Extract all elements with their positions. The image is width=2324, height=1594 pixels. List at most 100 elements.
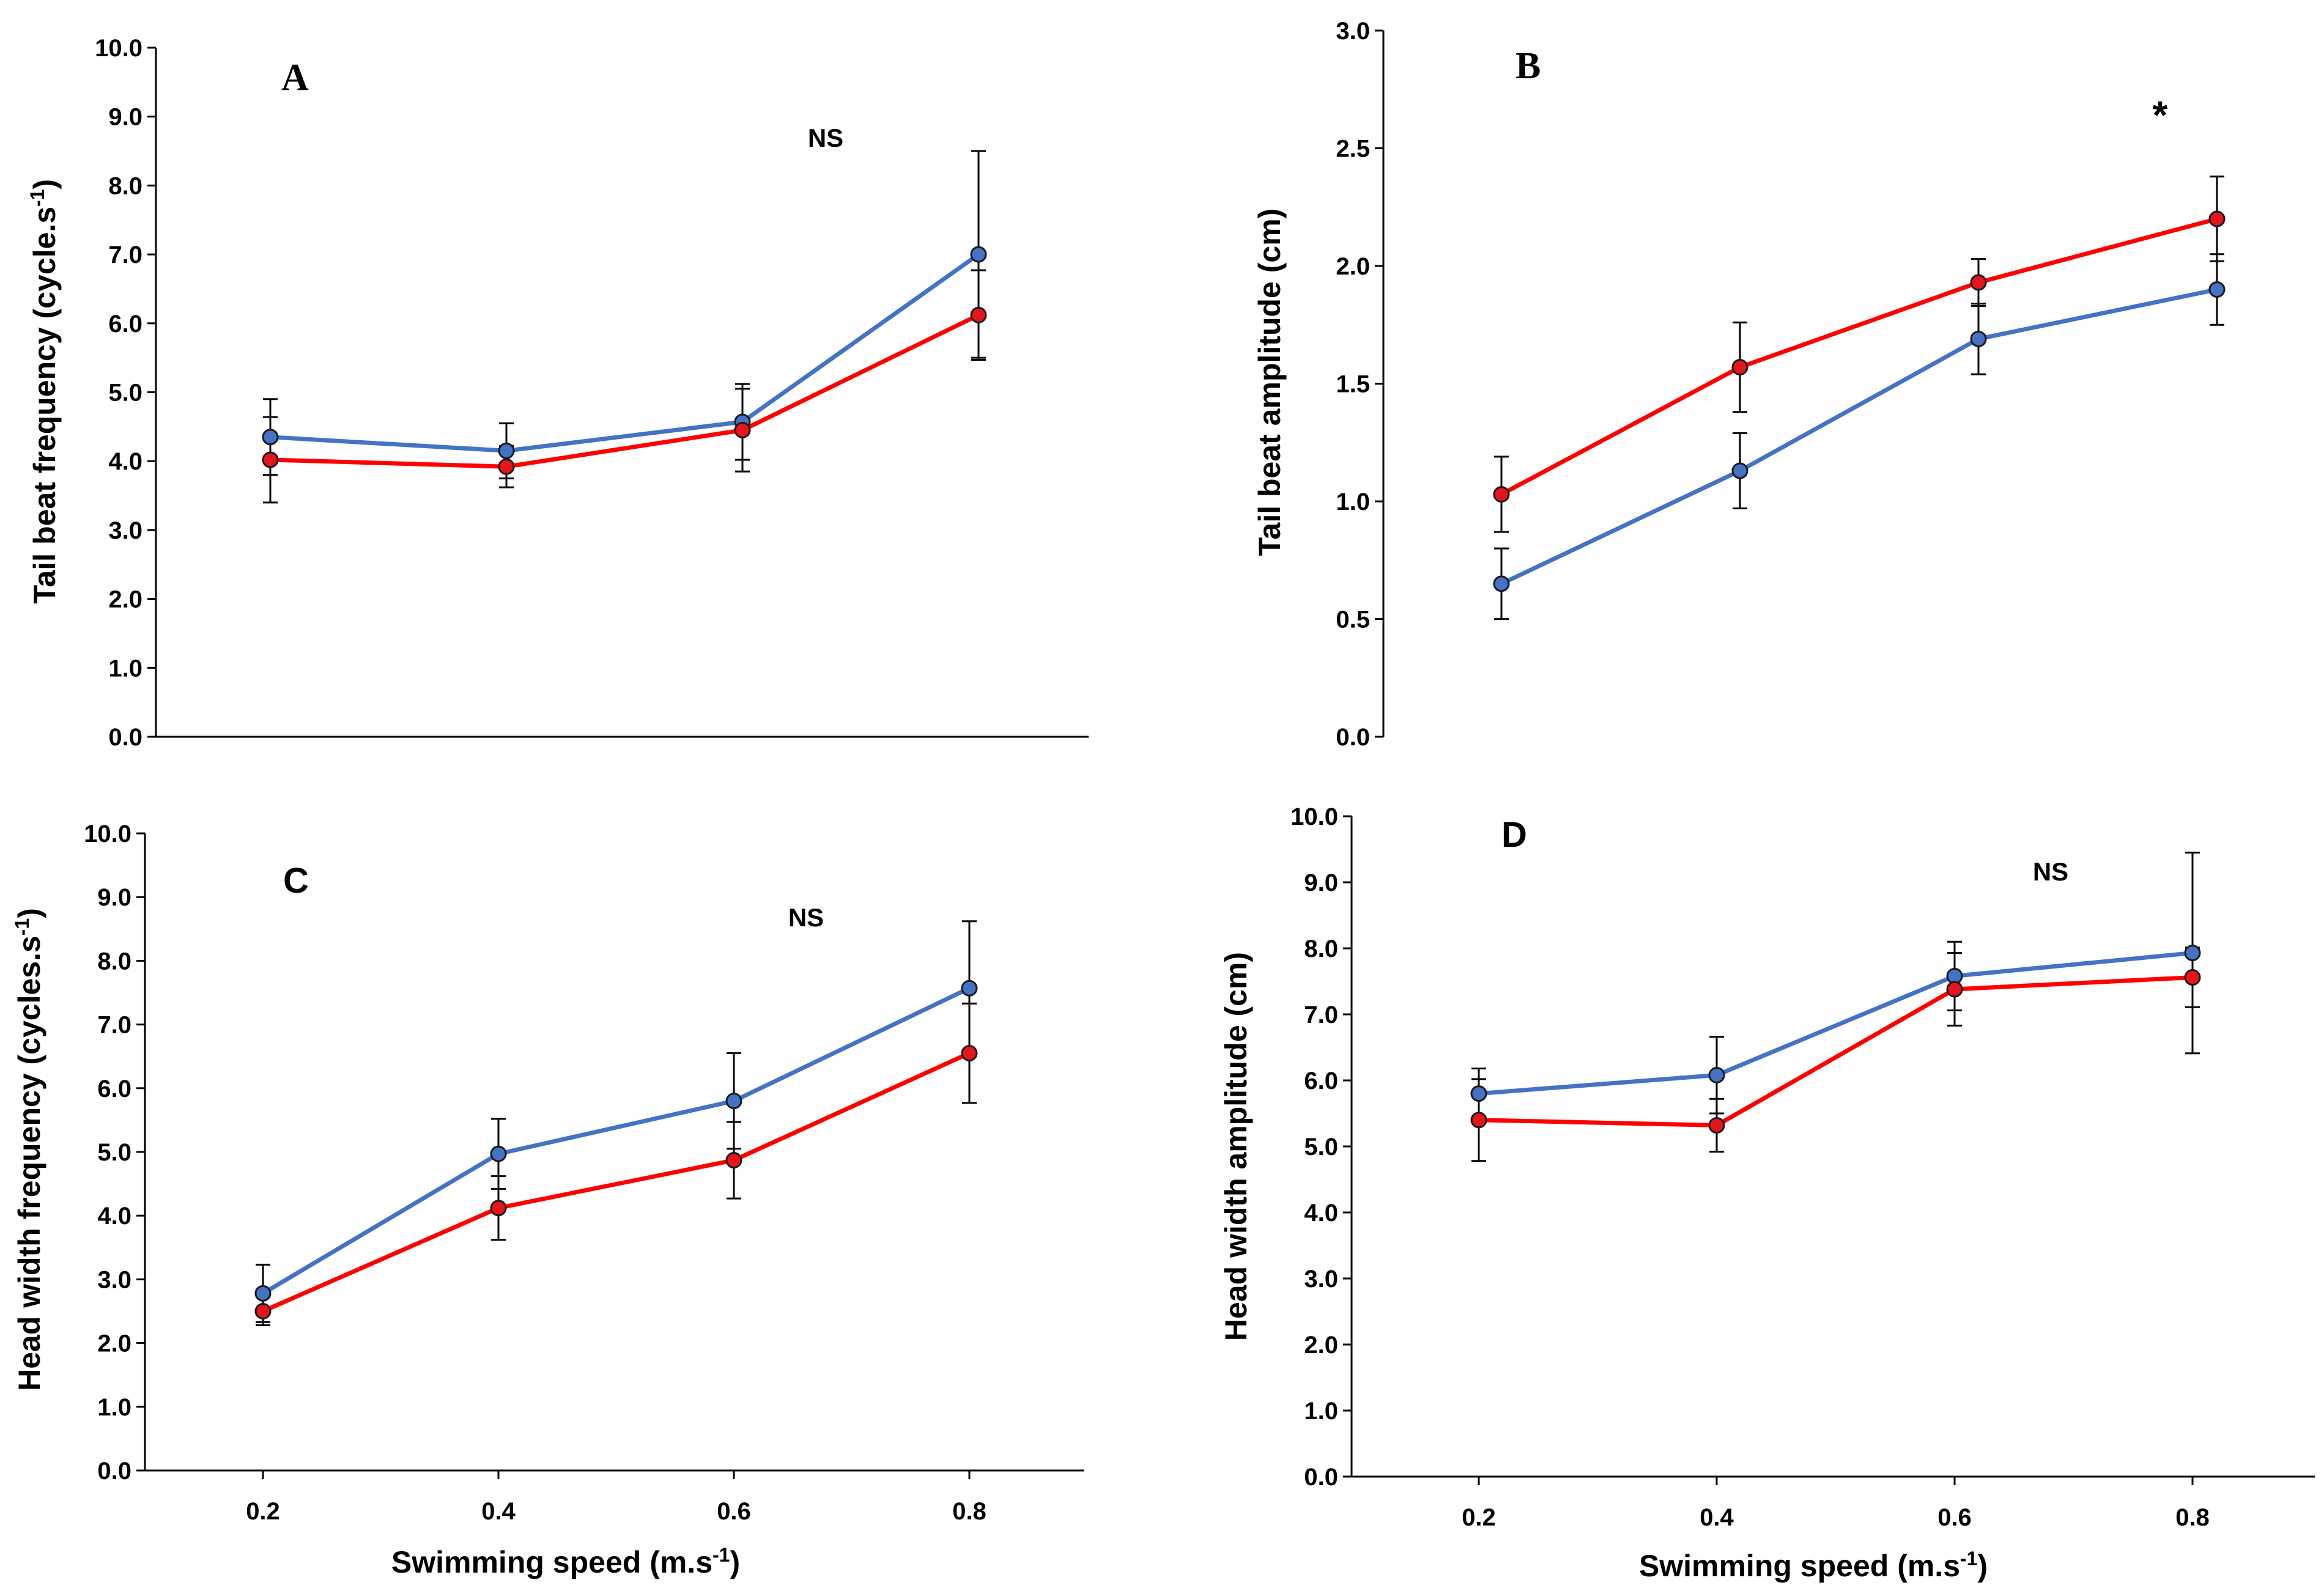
y-tick-label: 3.0 xyxy=(1304,1266,1338,1293)
panel-label: C xyxy=(283,861,309,901)
panel-a: 0.0 1.0 2.0 3.0 4.0 5.0 6.0 7.0 8.0 9.0 10.0 A NS Tai… xyxy=(26,35,1089,751)
y-tick-label: 7.0 xyxy=(108,242,142,268)
x-tick-label: 0.4 xyxy=(481,1498,516,1525)
data-point-blue xyxy=(490,1145,507,1162)
y-tick-label: 4.0 xyxy=(108,448,142,475)
panel-d: 0.0 1.0 2.0 3.0 4.0 5.0 6.0 7.0 8.0 9.0 10.0 0.2 0.4… xyxy=(1219,803,2315,1583)
y-axis-title: Head width amplitude (cm) xyxy=(1219,952,1253,1341)
y-tick-label: 5.0 xyxy=(1304,1134,1338,1160)
y-tick-label: 1.0 xyxy=(1336,489,1370,515)
series-line-blue xyxy=(262,986,971,1296)
y-tick-label: 8.0 xyxy=(1304,935,1338,962)
significance-annotation: * xyxy=(2153,93,2168,137)
data-point-blue xyxy=(2184,945,2201,962)
data-point-blue xyxy=(970,246,987,263)
x-tick-label: 0.2 xyxy=(246,1498,280,1525)
y-tick-label: 0.0 xyxy=(108,724,142,751)
y-axis-title-close: ) xyxy=(12,908,46,918)
data-point-red xyxy=(498,458,515,475)
x-axis-title: Swimming speed (m.s-1) xyxy=(391,1544,740,1579)
y-axis-title-main: Tail beat amplitude (cm) xyxy=(1253,208,1287,556)
y-axis-title-main: Head width amplitude (cm) xyxy=(1219,952,1253,1341)
y-axis-title-close: ) xyxy=(28,179,62,190)
y-axis-title-main: Head width frequency (cycles.s xyxy=(12,935,46,1391)
data-point-red xyxy=(254,1303,272,1319)
data-point-blue xyxy=(725,1093,742,1110)
panel-c: 0.0 1.0 2.0 3.0 4.0 5.0 6.0 7.0 8.0 9.0 10.0 0.2 0.4… xyxy=(11,821,1084,1579)
panel-label: D xyxy=(1501,815,1527,855)
data-point-blue xyxy=(498,442,515,459)
series-line-red xyxy=(1500,216,2218,496)
y-tick-label: 7.0 xyxy=(1304,1002,1338,1028)
y-tick-label: 5.0 xyxy=(108,380,142,407)
y-tick-label: 2.0 xyxy=(97,1330,131,1357)
y-tick-label: 7.0 xyxy=(97,1012,131,1039)
data-point-red xyxy=(1970,274,1987,291)
x-tick-label: 0.8 xyxy=(2175,1504,2210,1531)
data-point-blue xyxy=(1470,1085,1487,1102)
data-point-blue xyxy=(1731,462,1749,479)
y-tick-label: 10.0 xyxy=(1290,803,1338,830)
series-line-red xyxy=(1478,975,2193,1127)
y-tick-label: 1.0 xyxy=(108,655,142,682)
y-tick-label: 6.0 xyxy=(108,311,142,338)
y-tick-label: 8.0 xyxy=(108,172,142,199)
series-line-red xyxy=(262,1051,971,1313)
x-tick-label: 0.2 xyxy=(1462,1504,1496,1531)
series-line-red xyxy=(270,313,980,469)
data-point-red xyxy=(734,421,751,438)
panel-label: B xyxy=(1515,45,1541,87)
data-point-blue xyxy=(961,980,978,997)
y-axis-title-superscript: -1 xyxy=(26,189,48,206)
data-point-blue xyxy=(1493,575,1510,592)
data-point-blue xyxy=(262,429,279,446)
y-tick-label: 1.0 xyxy=(1304,1398,1338,1425)
x-axis-title-main: Swimming speed (m.s xyxy=(1639,1549,1960,1583)
x-axis-title: Swimming speed (m.s-1) xyxy=(1639,1548,1988,1583)
y-tick-label: 5.0 xyxy=(97,1139,131,1166)
y-tick-label: 1.0 xyxy=(97,1394,131,1421)
data-point-blue xyxy=(1970,330,1987,347)
x-tick-label: 0.4 xyxy=(1700,1504,1734,1531)
data-point-red xyxy=(2208,210,2226,227)
data-point-blue xyxy=(254,1285,272,1302)
data-point-red xyxy=(961,1044,978,1061)
y-tick-label: 8.0 xyxy=(97,948,131,975)
series-line-blue xyxy=(1478,951,2193,1096)
data-point-blue xyxy=(1708,1066,1725,1083)
y-tick-label: 4.0 xyxy=(1304,1200,1338,1227)
y-tick-label: 9.0 xyxy=(1304,869,1338,896)
data-point-red xyxy=(725,1152,742,1169)
data-point-red xyxy=(1946,981,1963,998)
x-tick-label: 0.6 xyxy=(717,1498,751,1525)
y-tick-label: 3.0 xyxy=(108,517,142,544)
y-tick-label: 1.5 xyxy=(1336,371,1370,398)
y-axis-title: Tail beat amplitude (cm) xyxy=(1253,208,1287,556)
y-tick-label: 3.0 xyxy=(97,1266,131,1293)
y-tick-label: 6.0 xyxy=(1304,1068,1338,1094)
y-tick-label: 3.0 xyxy=(1336,18,1370,45)
y-tick-label: 2.0 xyxy=(1304,1332,1338,1359)
series-line-blue xyxy=(1500,287,2218,586)
x-axis-title-close: ) xyxy=(1977,1549,1988,1583)
y-tick-label: 4.0 xyxy=(97,1203,131,1230)
y-tick-label: 2.0 xyxy=(108,586,142,613)
x-tick-label: 0.8 xyxy=(952,1498,986,1525)
x-axis-title-superscript: -1 xyxy=(1960,1548,1977,1570)
y-tick-label: 0.0 xyxy=(1304,1464,1338,1491)
y-axis-title-main: Tail beat frequency (cycle.s xyxy=(28,207,62,603)
significance-annotation: NS xyxy=(808,124,843,152)
y-tick-label: 9.0 xyxy=(97,884,131,911)
y-axis-title: Head width frequency (cycles.s-1) xyxy=(11,908,46,1391)
series-line-blue xyxy=(270,253,980,453)
data-point-red xyxy=(1708,1116,1725,1134)
panel-b: 0.0 0.5 1.0 1.5 2.0 2.5 3.0 B * Tail beat amplitu… xyxy=(1253,18,2226,751)
data-point-red xyxy=(1731,359,1749,376)
data-point-red xyxy=(970,306,987,323)
y-tick-label: 0.0 xyxy=(97,1458,131,1485)
data-point-red xyxy=(262,451,279,468)
data-point-red xyxy=(1470,1112,1487,1129)
x-axis-title-main: Swimming speed (m.s xyxy=(391,1545,712,1579)
data-point-red xyxy=(1493,485,1510,503)
